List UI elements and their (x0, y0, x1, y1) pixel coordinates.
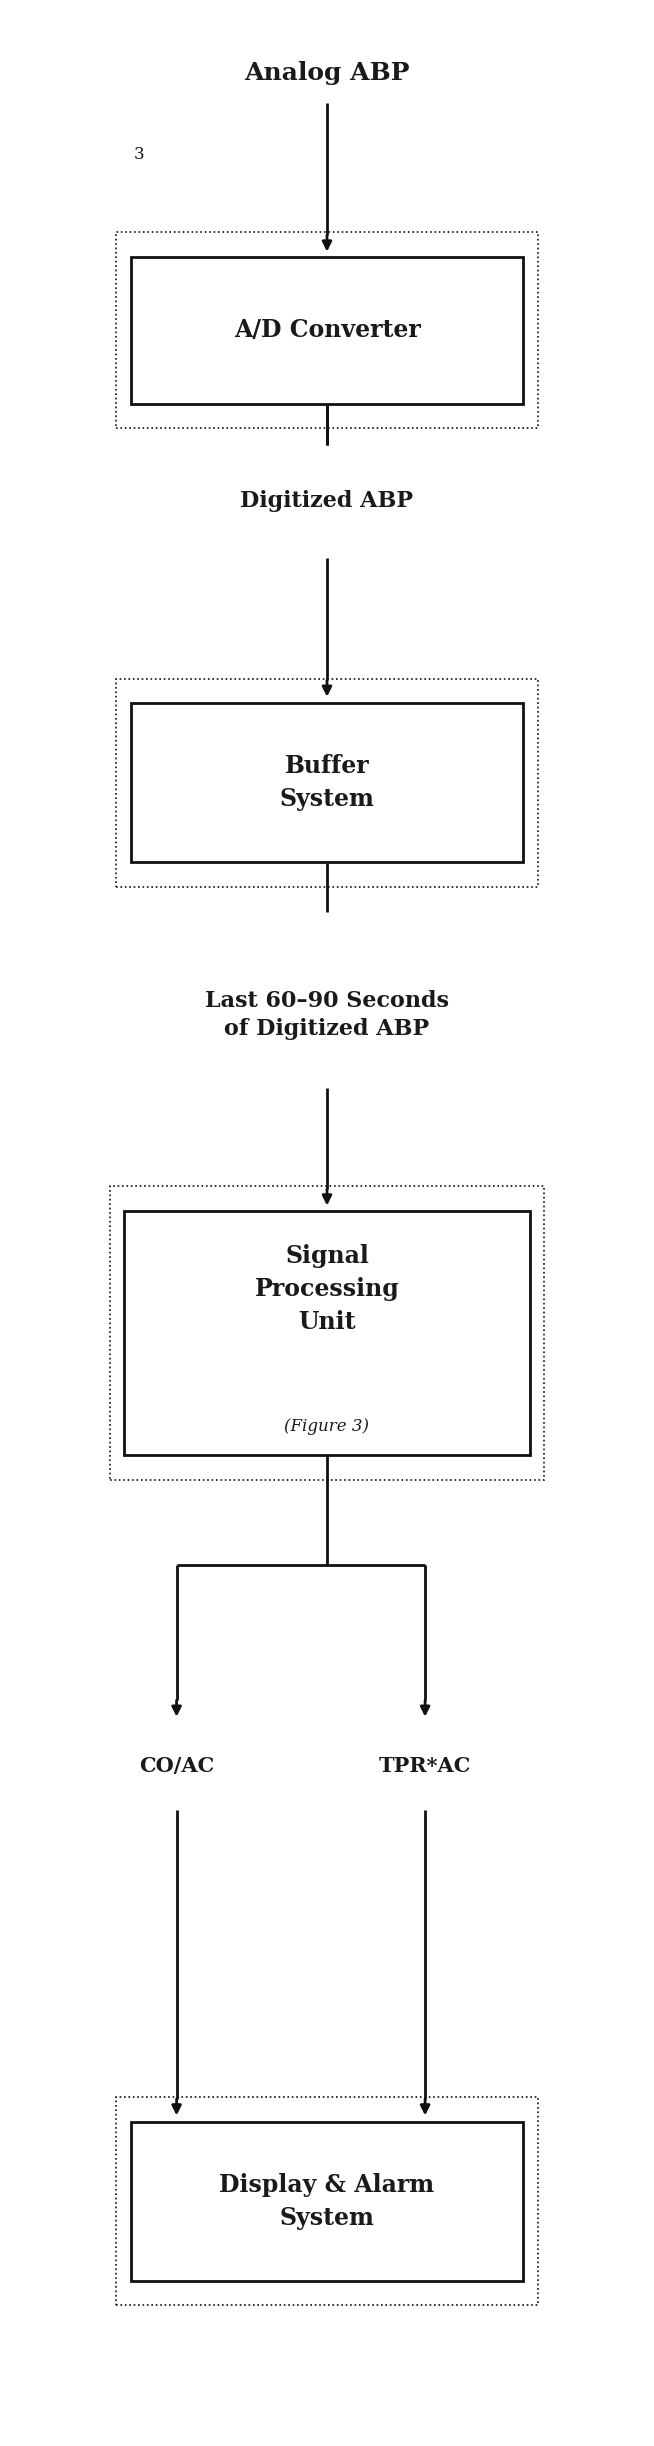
Bar (124, 1211, 530, 1455)
Text: Digitized ABP: Digitized ABP (241, 492, 413, 511)
Bar (131, 2121, 523, 2280)
Text: CO/AC: CO/AC (139, 1756, 215, 1776)
Text: A/D Converter: A/D Converter (233, 318, 421, 342)
Text: 3: 3 (134, 147, 145, 161)
Bar (131, 702, 523, 861)
Bar (131, 257, 523, 404)
Text: Signal
Processing
Unit: Signal Processing Unit (254, 1245, 400, 1333)
Text: Buffer
System: Buffer System (279, 753, 375, 812)
Text: TPR*AC: TPR*AC (379, 1756, 472, 1776)
Bar (116, 232, 538, 428)
Bar (116, 678, 538, 885)
Bar (116, 2096, 538, 2304)
Text: Last 60–90 Seconds
of Digitized ABP: Last 60–90 Seconds of Digitized ABP (205, 991, 449, 1040)
Text: Display & Alarm
System: Display & Alarm System (220, 2172, 434, 2231)
Text: (Figure 3): (Figure 3) (284, 1419, 370, 1433)
Text: Analog ABP: Analog ABP (244, 61, 410, 86)
Bar (110, 1186, 544, 1480)
